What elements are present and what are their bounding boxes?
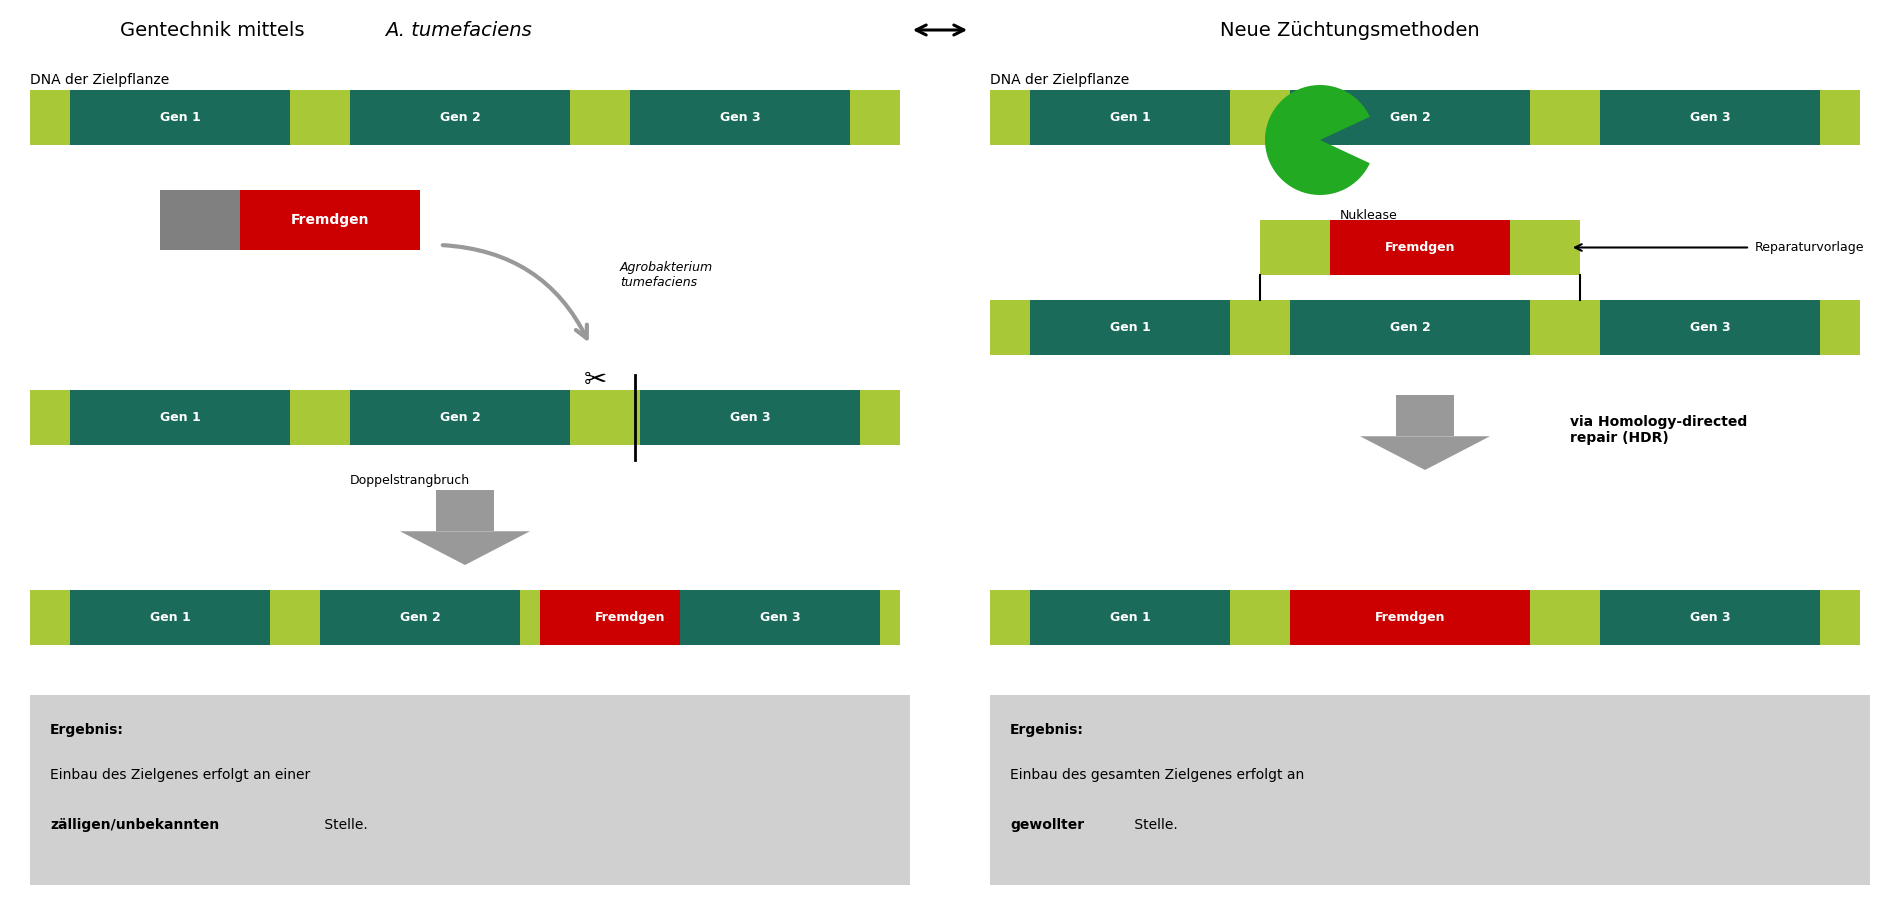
Text: Gen 3: Gen 3	[730, 411, 770, 424]
Bar	[640, 390, 861, 445]
Text: Gen 1: Gen 1	[150, 611, 190, 624]
Text: A. tumefaciens: A. tumefaciens	[386, 21, 532, 40]
Bar	[319, 590, 521, 645]
Bar	[1600, 300, 1820, 355]
Bar	[1600, 90, 1820, 145]
Wedge shape	[1265, 85, 1370, 195]
Text: Gen 3: Gen 3	[1689, 611, 1731, 624]
Text: Fremdgen: Fremdgen	[1376, 611, 1446, 624]
Bar	[680, 590, 880, 645]
Text: Gen 2: Gen 2	[439, 411, 481, 424]
Bar	[30, 390, 901, 445]
Text: Gen 1: Gen 1	[160, 411, 200, 424]
Bar	[1290, 300, 1530, 355]
Polygon shape	[401, 531, 530, 565]
Bar	[1290, 590, 1530, 645]
Bar	[70, 90, 291, 145]
Text: Gen 2: Gen 2	[1389, 321, 1431, 334]
Text: Gen 1: Gen 1	[1110, 321, 1150, 334]
Text: Einbau des gesamten Zielgenes erfolgt an: Einbau des gesamten Zielgenes erfolgt an	[1011, 768, 1303, 782]
Text: via Homology-directed
repair (HDR): via Homology-directed repair (HDR)	[1569, 414, 1748, 445]
Bar	[1030, 300, 1229, 355]
Bar	[239, 190, 420, 250]
Text: Fremdgen: Fremdgen	[291, 213, 369, 227]
Bar	[70, 390, 291, 445]
Bar	[1396, 395, 1454, 436]
Text: Gen 1: Gen 1	[1110, 611, 1150, 624]
Text: Einbau des Zielgenes erfolgt an einer: Einbau des Zielgenes erfolgt an einer	[49, 768, 310, 782]
Text: Agrobakterium
tumefaciens: Agrobakterium tumefaciens	[619, 261, 712, 289]
Bar	[990, 300, 1860, 355]
Text: Gen 1: Gen 1	[1110, 111, 1150, 124]
Text: Nuklease: Nuklease	[1340, 208, 1398, 222]
Bar	[990, 90, 1860, 145]
Text: Gen 2: Gen 2	[439, 111, 481, 124]
Text: Gen 3: Gen 3	[1689, 111, 1731, 124]
Text: Gen 2: Gen 2	[1389, 111, 1431, 124]
Text: Gen 1: Gen 1	[160, 111, 200, 124]
Bar	[1290, 90, 1530, 145]
Text: Gentechnik mittels: Gentechnik mittels	[120, 21, 312, 40]
Text: DNA der Zielpflanze: DNA der Zielpflanze	[990, 73, 1129, 87]
Text: Ergebnis:: Ergebnis:	[49, 723, 124, 737]
Bar	[540, 590, 720, 645]
Bar	[1030, 590, 1229, 645]
Text: Gen 3: Gen 3	[720, 111, 760, 124]
Bar	[435, 490, 494, 531]
Bar	[350, 90, 570, 145]
Text: Ergebnis:: Ergebnis:	[1011, 723, 1083, 737]
Bar	[70, 590, 270, 645]
Bar	[990, 695, 1870, 885]
Text: gewollter: gewollter	[1011, 818, 1085, 832]
Text: DNA der Zielpflanze: DNA der Zielpflanze	[30, 73, 169, 87]
Text: Neue Züchtungsmethoden: Neue Züchtungsmethoden	[1220, 21, 1480, 40]
Text: Stelle.: Stelle.	[319, 818, 369, 832]
Bar	[990, 590, 1860, 645]
Bar	[350, 390, 570, 445]
Text: Reparaturvorlage: Reparaturvorlage	[1756, 241, 1864, 254]
Text: Stelle.: Stelle.	[1130, 818, 1178, 832]
Text: Gen 3: Gen 3	[760, 611, 800, 624]
Text: Doppelstrangbruch: Doppelstrangbruch	[350, 473, 469, 487]
Text: Gen 2: Gen 2	[399, 611, 441, 624]
Bar	[631, 90, 849, 145]
Bar	[1510, 220, 1581, 275]
Text: Fremdgen: Fremdgen	[595, 611, 665, 624]
Bar	[1260, 220, 1330, 275]
Text: Fremdgen: Fremdgen	[1385, 241, 1455, 254]
Text: ✂: ✂	[583, 366, 606, 394]
Bar	[30, 90, 901, 145]
Text: Gen 3: Gen 3	[1689, 321, 1731, 334]
Bar	[30, 590, 901, 645]
Text: zälligen/unbekannten: zälligen/unbekannten	[49, 818, 219, 832]
Bar	[1030, 90, 1229, 145]
Bar	[1600, 590, 1820, 645]
Bar	[30, 695, 910, 885]
Bar	[1330, 220, 1511, 275]
Polygon shape	[1360, 436, 1490, 470]
Bar	[160, 190, 239, 250]
